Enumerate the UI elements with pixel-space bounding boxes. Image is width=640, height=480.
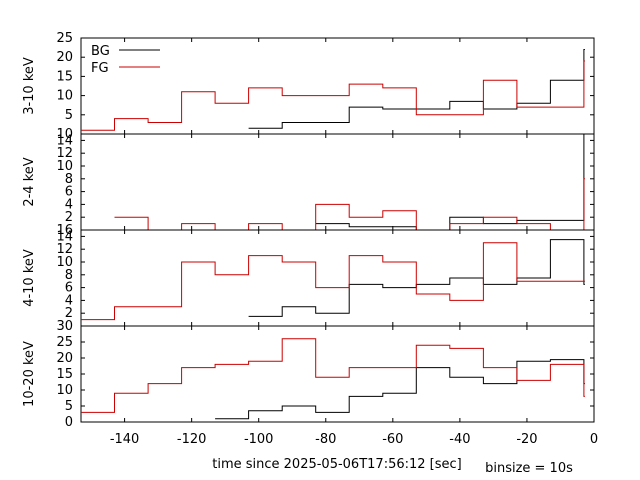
y-tick-label: 25 [56, 31, 73, 46]
series-bg-step [315, 133, 585, 231]
y-axis-label: 2-4 keV [22, 157, 37, 206]
panel-frame [80, 133, 595, 231]
y-tick-label: 30 [56, 319, 73, 334]
series-fg-step [81, 242, 585, 321]
y-tick-label: 6 [65, 185, 73, 200]
y-tick-label: 12 [56, 146, 73, 161]
y-tick-label: 15 [56, 367, 73, 382]
x-tick-label: -80 [315, 432, 336, 447]
y-tick-label: 5 [65, 399, 73, 414]
x-axis-label: time since 2025-05-06T17:56:12 [sec] [212, 457, 461, 472]
y-tick-label: 25 [56, 335, 73, 350]
x-tick-label: -40 [449, 432, 470, 447]
series-bg-step [215, 359, 585, 420]
y-tick-label: 6 [65, 281, 73, 296]
y-tick-label: 8 [65, 172, 73, 187]
series-fg-step [81, 338, 585, 413]
y-tick-label: 10 [56, 89, 73, 104]
y-tick-label: 8 [65, 268, 73, 283]
y-tick-label: 5 [65, 108, 73, 123]
y-tick-label: 10 [56, 127, 73, 142]
y-tick-label: 10 [56, 383, 73, 398]
y-tick-label: 12 [56, 242, 73, 257]
legend: BG FG [91, 44, 160, 76]
series-fg-step [114, 178, 585, 231]
y-tick-label: 20 [56, 351, 73, 366]
x-tick-label: -100 [244, 432, 274, 447]
x-tick-label: -60 [382, 432, 403, 447]
y-tick-label: 10 [56, 159, 73, 174]
panel-1: 10 5 10 15 20 25 3-10 keV [22, 31, 595, 142]
y-tick-label: 10 [56, 255, 73, 270]
legend-label-fg: FG [91, 61, 109, 76]
y-tick-label: 4 [65, 197, 73, 212]
series-bg-step [248, 49, 585, 129]
x-axis: -140 -120 -100 -80 -60 -40 -20 0 [110, 432, 598, 447]
y-axis-label: 10-20 keV [22, 341, 37, 407]
y-tick-label: 20 [56, 50, 73, 65]
y-axis-label: 3-10 keV [22, 57, 37, 115]
x-tick-label: -20 [516, 432, 537, 447]
y-tick-label: 0 [65, 415, 73, 430]
y-tick-label: 15 [56, 69, 73, 84]
y-tick-label: 14 [56, 133, 73, 148]
y-tick-label: 16 [56, 223, 73, 238]
x-tick-label: -120 [177, 432, 207, 447]
x-tick-label: 0 [590, 432, 598, 447]
series-fg-step [81, 60, 585, 131]
series-bg-step [248, 239, 585, 317]
y-tick-label: 2 [65, 210, 73, 225]
y-tick-label: 2 [65, 306, 73, 321]
binsize-annotation: binsize = 10s [485, 461, 573, 476]
legend-label-bg: BG [91, 44, 110, 59]
y-axis-label: 4-10 keV [22, 249, 37, 307]
x-tick-label: -140 [110, 432, 140, 447]
y-tick-label: 14 [56, 229, 73, 244]
y-tick-label: 4 [65, 293, 73, 308]
